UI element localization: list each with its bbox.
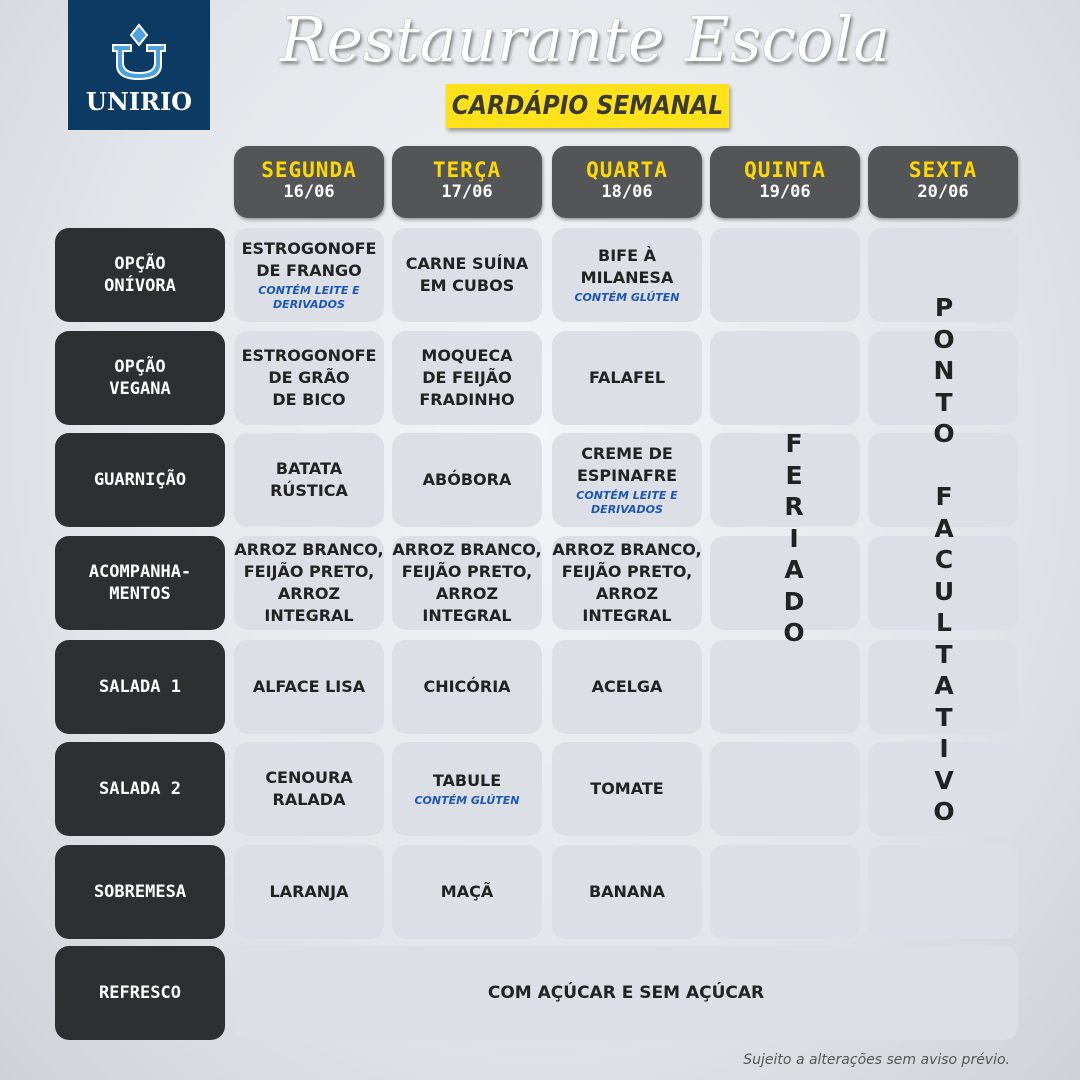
day-header: QUINTA 19/06 <box>710 146 860 218</box>
page-title: Restaurante Escola <box>279 3 891 76</box>
menu-cell <box>710 433 860 527</box>
menu-cell <box>868 228 1018 322</box>
footer-disclaimer: Sujeito a alterações sem aviso prévio. <box>743 1052 1010 1068</box>
refresco-cell: COM AÇÚCAR E SEM AÇÚCAR <box>234 946 1018 1040</box>
row-label: SALADA 1 <box>55 640 225 734</box>
menu-cell: ESTROGONOFE DE GRÃO DE BICO <box>234 331 384 425</box>
menu-cell: CENOURA RALADA <box>234 742 384 836</box>
menu-cell <box>710 536 860 630</box>
allergen-note: CONTÉM GLÚTEN <box>414 794 520 807</box>
day-date: 18/06 <box>601 182 653 202</box>
row-label: SALADA 2 <box>55 742 225 836</box>
menu-cell: FALAFEL <box>552 331 702 425</box>
dish-name: ACELGA <box>591 677 663 696</box>
dish-name: TABULE <box>432 771 502 790</box>
day-name: SEGUNDA <box>261 158 357 182</box>
menu-cell <box>710 228 860 322</box>
day-header: QUARTA 18/06 <box>552 146 702 218</box>
menu-cell: ABÓBORA <box>392 433 542 527</box>
day-name: SEXTA <box>908 158 978 182</box>
menu-cell <box>868 845 1018 939</box>
dish-name: CARNE SUÍNA EM CUBOS <box>405 254 529 295</box>
menu-cell: ALFACE LISA <box>234 640 384 734</box>
menu-cell <box>710 845 860 939</box>
menu-cell <box>868 640 1018 734</box>
menu-cell: BATATA RÚSTICA <box>234 433 384 527</box>
menu-cell <box>868 433 1018 527</box>
dish-name: CREME DE ESPINAFRE <box>576 444 678 485</box>
unirio-emblem-icon <box>112 23 166 81</box>
menu-cell: BIFE À MILANESA CONTÉM GLÚTEN <box>552 228 702 322</box>
day-date: 17/06 <box>441 182 493 202</box>
menu-cell <box>868 331 1018 425</box>
dish-name: ESTROGONOFE DE GRÃO DE BICO <box>241 346 377 409</box>
row-label-refresco: REFRESCO <box>55 946 225 1040</box>
allergen-note: CONTÉM GLÚTEN <box>574 291 680 304</box>
page-subtitle: CARDÁPIO SEMANAL <box>445 84 730 128</box>
dish-name: CENOURA RALADA <box>265 768 353 809</box>
logo-text: UNIRIO <box>85 87 193 116</box>
menu-cell: ARROZ BRANCO, FEIJÃO PRETO, ARROZ INTEGR… <box>552 536 702 630</box>
menu-cell <box>868 742 1018 836</box>
day-header: SEGUNDA 16/06 <box>234 146 384 218</box>
menu-cell: LARANJA <box>234 845 384 939</box>
menu-cell: MAÇÃ <box>392 845 542 939</box>
dish-name: ALFACE LISA <box>252 677 366 696</box>
dish-name: BANANA <box>588 882 666 901</box>
day-name: TERÇA <box>432 158 502 182</box>
friday-optional-day-note: P O N T O F A C U L T A T I V O <box>933 293 955 826</box>
refresco-value: COM AÇÚCAR E SEM AÇÚCAR <box>487 983 765 1003</box>
day-name: QUARTA <box>586 158 668 182</box>
dish-name: FALAFEL <box>588 368 666 387</box>
row-label: SOBREMESA <box>55 845 225 939</box>
menu-cell <box>710 742 860 836</box>
menu-cell: ESTROGONOFE DE FRANGO CONTÉM LEITE E DERI… <box>234 228 384 322</box>
dish-name: ARROZ BRANCO, FEIJÃO PRETO, ARROZ INTEGR… <box>552 540 702 625</box>
unirio-logo: UNIRIO <box>68 0 210 130</box>
thursday-holiday-note: F E R I A D O <box>783 429 805 647</box>
day-date: 16/06 <box>283 182 335 202</box>
menu-cell: TABULE CONTÉM GLÚTEN <box>392 742 542 836</box>
dish-name: ESTROGONOFE DE FRANGO <box>241 239 377 280</box>
row-label: OPÇÃO VEGANA <box>55 331 225 425</box>
menu-cell <box>710 640 860 734</box>
menu-cell: CARNE SUÍNA EM CUBOS <box>392 228 542 322</box>
row-label: OPÇÃO ONÍVORA <box>55 228 225 322</box>
day-date: 19/06 <box>759 182 811 202</box>
dish-name: MOQUECA DE FEIJÃO FRADINHO <box>419 346 515 409</box>
dish-name: TOMATE <box>590 779 664 798</box>
menu-cell: MOQUECA DE FEIJÃO FRADINHO <box>392 331 542 425</box>
dish-name: LARANJA <box>269 882 349 901</box>
menu-cell: BANANA <box>552 845 702 939</box>
dish-name: ABÓBORA <box>422 470 512 489</box>
dish-name: MAÇÃ <box>440 882 494 901</box>
menu-cell: ARROZ BRANCO, FEIJÃO PRETO, ARROZ INTEGR… <box>392 536 542 630</box>
menu-cell <box>868 536 1018 630</box>
dish-name: BATATA RÚSTICA <box>270 459 348 500</box>
day-header: SEXTA 20/06 <box>868 146 1018 218</box>
day-name: QUINTA <box>744 158 826 182</box>
dish-name: ARROZ BRANCO, FEIJÃO PRETO, ARROZ INTEGR… <box>392 540 542 625</box>
menu-cell: ACELGA <box>552 640 702 734</box>
dish-name: CHICÓRIA <box>423 677 511 696</box>
day-header: TERÇA 17/06 <box>392 146 542 218</box>
dish-name: BIFE À MILANESA <box>580 246 674 287</box>
dish-name: ARROZ BRANCO, FEIJÃO PRETO, ARROZ INTEGR… <box>234 540 384 625</box>
menu-cell: TOMATE <box>552 742 702 836</box>
row-label: GUARNIÇÃO <box>55 433 225 527</box>
menu-cell <box>710 331 860 425</box>
row-label: ACOMPANHA- MENTOS <box>55 536 225 630</box>
allergen-note: CONTÉM LEITE E DERIVADOS <box>576 489 678 516</box>
menu-cell: CHICÓRIA <box>392 640 542 734</box>
menu-cell: CREME DE ESPINAFRE CONTÉM LEITE E DERIVAD… <box>552 433 702 527</box>
menu-cell: ARROZ BRANCO, FEIJÃO PRETO, ARROZ INTEGR… <box>234 536 384 630</box>
allergen-note: CONTÉM LEITE E DERIVADOS <box>258 284 360 311</box>
day-date: 20/06 <box>917 182 969 202</box>
